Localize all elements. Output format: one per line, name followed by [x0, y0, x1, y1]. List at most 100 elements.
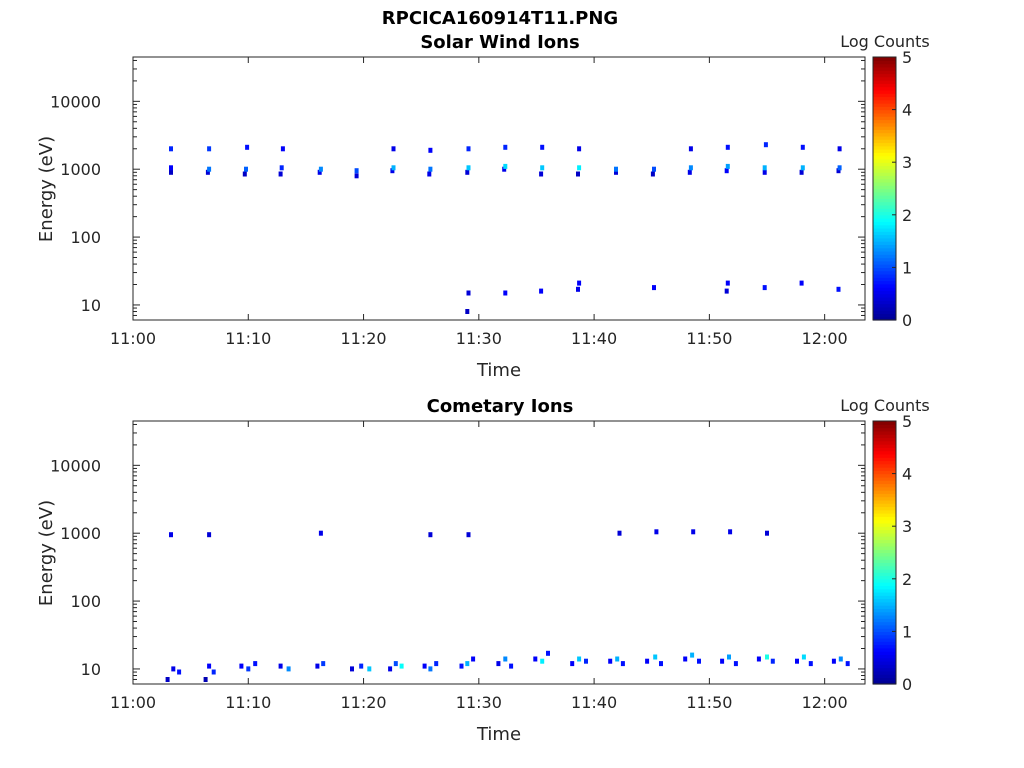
heatmap-cell [727, 654, 731, 660]
heatmap-cell [177, 669, 182, 675]
colorbar-segment [873, 460, 896, 465]
colorbar-segment [873, 490, 896, 494]
colorbar-segment [873, 670, 896, 675]
heatmap-cell [799, 169, 804, 175]
heatmap-cell [770, 658, 775, 664]
colorbar-segment [873, 506, 896, 511]
colorbar-segment [873, 234, 896, 239]
colorbar-segment [873, 316, 896, 321]
heatmap-cell [690, 652, 695, 658]
colorbar-segment [873, 440, 896, 445]
colorbar-segment [873, 542, 896, 547]
heatmap-cell [399, 663, 404, 669]
heatmap-cell [683, 656, 688, 662]
heatmap-cell [315, 663, 320, 669]
colorbar-segment [873, 178, 896, 183]
colorbar-segment [873, 562, 896, 567]
x-tick-label: 11:30 [456, 693, 502, 712]
cometary-y-axis: 10 100 1000 10000 [50, 423, 865, 685]
colorbar-segment [873, 300, 896, 305]
colorbar-segment [873, 208, 896, 213]
colorbar-segment [873, 76, 896, 81]
colorbar-segment [873, 614, 896, 619]
colorbar-segment [873, 73, 896, 78]
heatmap-cell [762, 165, 767, 171]
colorbar-segment [873, 509, 896, 514]
heatmap-cell [762, 285, 767, 291]
colorbar-segment [873, 513, 896, 517]
colorbar-segment [873, 264, 896, 268]
colorbar-segment [873, 470, 896, 475]
colorbar-segment [873, 129, 896, 134]
heatmap-cell [540, 658, 545, 664]
heatmap-cell [799, 280, 804, 286]
colorbar-segment [873, 185, 896, 190]
colorbar-segment [873, 280, 896, 285]
colorbar-segment [873, 89, 896, 94]
colorbar-segment [873, 103, 896, 107]
heatmap-cell [608, 658, 613, 664]
heatmap-cell [422, 663, 427, 669]
solar-wind-ylabel: Energy (eV) [36, 136, 57, 242]
colorbar-segment [873, 277, 896, 282]
colorbar-segment [873, 552, 896, 557]
colorbar-segment [873, 270, 896, 275]
colorbar-segment [873, 221, 896, 226]
colorbar-segment [873, 526, 896, 531]
colorbar-segment [873, 57, 896, 61]
colorbar-segment [873, 447, 896, 452]
x-tick-label: 11:20 [340, 329, 386, 348]
cometary-cells [165, 529, 850, 682]
heatmap-cell [577, 656, 582, 662]
colorbar-segment [873, 70, 896, 75]
colorbar-segment [873, 467, 896, 471]
colorbar-segment [873, 674, 896, 679]
colorbar-segment [873, 172, 896, 176]
colorbar-segment [873, 83, 896, 88]
heatmap-cell [502, 166, 507, 172]
colorbar-segment [873, 637, 896, 642]
colorbar-segment [873, 145, 896, 150]
y-tick-label: 10 [81, 296, 101, 315]
heatmap-cell [650, 171, 655, 177]
heatmap-cell [169, 146, 173, 152]
colorbar-segment [873, 628, 896, 632]
colorbar-tick-label: 1 [902, 258, 912, 277]
colorbar-segment [873, 660, 896, 665]
colorbar-segment [873, 480, 896, 485]
heatmap-cell [318, 530, 323, 536]
colorbar-segment [873, 155, 896, 160]
heatmap-cell [540, 144, 545, 150]
heatmap-cell [207, 166, 212, 172]
colorbar-segment [873, 483, 896, 488]
heatmap-cell [577, 280, 582, 286]
y-tick-label: 10000 [50, 92, 101, 111]
cometary-xlabel: Time [476, 724, 521, 745]
colorbar-segment [873, 231, 896, 236]
x-tick-label: 11:00 [110, 329, 156, 348]
heatmap-cell [465, 169, 470, 175]
colorbar-segment [873, 63, 896, 68]
heatmap-cell [211, 669, 216, 675]
colorbar-segment [873, 437, 896, 442]
solar-wind-title: Solar Wind Ions [420, 32, 579, 53]
colorbar-segment [873, 572, 896, 577]
solar-wind-colorbar: 0 1 2 3 4 5 [872, 48, 912, 330]
solar-wind-colorbar-label: Log Counts [840, 32, 930, 51]
colorbar-segment [873, 109, 896, 114]
colorbar-segment [873, 201, 896, 206]
x-tick-label: 11:10 [225, 693, 271, 712]
heatmap-cell [169, 169, 173, 175]
colorbar-segment [873, 529, 896, 534]
colorbar-segment [873, 237, 896, 242]
heatmap-cell [278, 663, 283, 669]
colorbar-segment [873, 195, 896, 199]
colorbar-segment [873, 575, 896, 580]
heatmap-cell [800, 144, 805, 150]
heatmap-cell [434, 661, 439, 667]
heatmap-cell [509, 663, 514, 669]
colorbar-frame [872, 420, 897, 685]
colorbar-segment [873, 516, 896, 521]
colorbar-segment [873, 618, 896, 623]
colorbar-segment [873, 608, 896, 613]
